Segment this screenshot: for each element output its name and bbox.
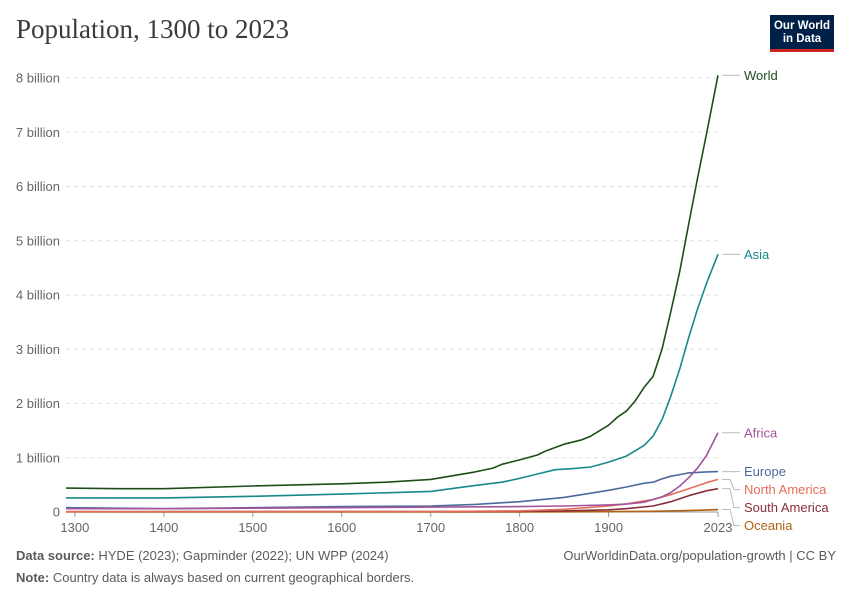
- chart-title: Population, 1300 to 2023: [16, 14, 290, 44]
- series-label-south-america: South America: [744, 500, 829, 515]
- x-tick-label: 1400: [149, 520, 178, 535]
- y-tick-label: 5 billion: [16, 233, 60, 248]
- x-axis: 1300 1400 1500 1600 1700 1800 1900 2023: [60, 511, 733, 535]
- series-line-world: [65, 75, 719, 490]
- y-tick-label: 3 billion: [16, 342, 60, 357]
- series-label-europe: Europe: [744, 464, 786, 479]
- owid-logo[interactable]: Our World in Data: [770, 15, 834, 52]
- line-chart: 0 1 billion 2 billion 3 billion 4 billion 5 b…: [16, 68, 829, 535]
- y-tick-label: 8 billion: [16, 71, 60, 86]
- source-url[interactable]: OurWorldinData.org/population-growth | C…: [563, 548, 836, 563]
- x-tick-label: 1300: [60, 520, 89, 535]
- x-tick-label: 1600: [327, 520, 356, 535]
- x-tick-label: 1900: [594, 520, 623, 535]
- series-label-north-america: North America: [744, 482, 827, 497]
- series-line-europe: [65, 470, 719, 510]
- logo-line-1: Our World: [773, 20, 830, 32]
- series-line-asia: [66, 254, 719, 499]
- y-tick-label: 2 billion: [16, 396, 60, 411]
- series-label-asia: Asia: [744, 247, 770, 262]
- chart-note: Note: Country data is always based on cu…: [16, 570, 414, 585]
- x-tick-label: 1800: [505, 520, 534, 535]
- label-connector: [722, 478, 740, 491]
- note-text: Country data is always based on current …: [52, 570, 415, 585]
- data-source-label: Data source:: [16, 548, 95, 563]
- note-label: Note:: [16, 570, 50, 585]
- y-tick-label: 4 billion: [16, 288, 60, 303]
- x-tick-label: 2023: [704, 520, 733, 535]
- series-labels: World Asia Africa Europe North America South …: [722, 68, 829, 533]
- series-line-africa: [66, 432, 719, 510]
- y-tick-label: 0: [53, 505, 60, 520]
- series-label-world: World: [744, 68, 778, 83]
- y-tick-label: 1 billion: [16, 450, 60, 465]
- series-label-africa: Africa: [744, 425, 778, 440]
- y-tick-label: 7 billion: [16, 125, 60, 140]
- y-axis-tick-labels: 0 1 billion 2 billion 3 billion 4 billion 5 b…: [16, 71, 60, 520]
- series-lines: [65, 75, 719, 513]
- y-tick-label: 6 billion: [16, 179, 60, 194]
- grid-lines: [66, 77, 718, 459]
- label-connector: [722, 509, 740, 527]
- label-connector: [722, 488, 740, 509]
- x-tick-label: 1700: [416, 520, 445, 535]
- data-source: Data source: HYDE (2023); Gapminder (202…: [16, 548, 389, 563]
- logo-line-2: in Data: [782, 33, 822, 45]
- data-source-text: HYDE (2023); Gapminder (2022); UN WPP (2…: [98, 548, 389, 563]
- series-label-oceania: Oceania: [744, 518, 793, 533]
- x-tick-label: 1500: [238, 520, 267, 535]
